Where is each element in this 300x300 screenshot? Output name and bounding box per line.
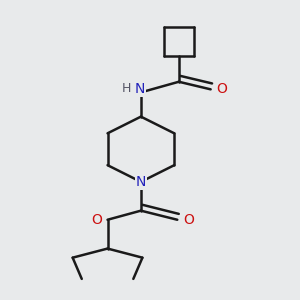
Text: O: O <box>183 213 194 227</box>
Text: O: O <box>92 213 102 227</box>
Text: H: H <box>122 82 131 95</box>
Text: N: N <box>134 82 145 96</box>
Text: O: O <box>217 82 228 96</box>
Text: N: N <box>136 175 146 189</box>
